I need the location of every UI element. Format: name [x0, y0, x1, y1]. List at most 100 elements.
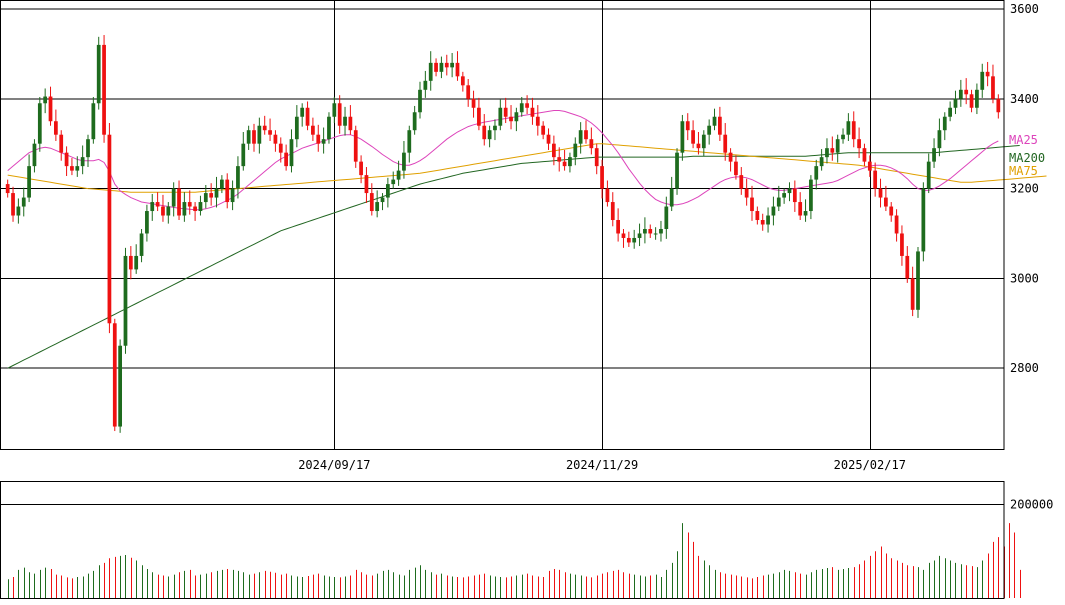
- candle-body: [102, 44, 106, 135]
- candle-body: [257, 125, 262, 144]
- candle-body: [600, 166, 604, 189]
- candle-body: [482, 125, 487, 140]
- candle-body: [562, 161, 567, 167]
- candle-body: [353, 130, 358, 162]
- candle-body: [637, 233, 642, 238]
- candle-body: [857, 139, 861, 149]
- candle-body: [278, 143, 283, 153]
- candle-body: [134, 255, 139, 270]
- candle-body: [262, 125, 267, 131]
- candle-body: [809, 179, 813, 212]
- candle-body: [402, 152, 406, 171]
- candle-body: [701, 134, 706, 149]
- candle-body: [16, 206, 21, 216]
- candle-body: [723, 134, 728, 153]
- candle-body: [953, 98, 958, 108]
- candle-body: [926, 161, 931, 189]
- candle-body: [193, 206, 197, 212]
- candle-body: [964, 89, 969, 95]
- candle-body: [557, 157, 562, 162]
- volume-tick-label: 200000: [1010, 497, 1053, 511]
- candle-body: [460, 76, 465, 86]
- candle-body: [493, 125, 497, 131]
- candle-body: [311, 125, 315, 135]
- candle-body: [155, 202, 160, 207]
- candle-body: [246, 130, 251, 144]
- price-axis-labels: 2800 3000 3200 3400 3600: [1010, 2, 1039, 375]
- candle-body: [653, 233, 658, 235]
- candle-body: [814, 166, 819, 180]
- candle-body: [466, 85, 471, 99]
- candle-body: [177, 188, 181, 216]
- candle-body: [236, 166, 240, 189]
- candle-body: [53, 121, 58, 135]
- candle-body: [771, 206, 776, 216]
- candle-body: [171, 188, 176, 207]
- candle-body: [835, 139, 840, 153]
- candle-body: [203, 193, 208, 203]
- candle-body: [412, 112, 417, 131]
- candle-body: [916, 251, 920, 310]
- candle-body: [691, 130, 695, 144]
- candle-body: [343, 116, 347, 126]
- candle-body: [230, 188, 235, 203]
- candle-body: [11, 193, 15, 216]
- candle-body: [434, 62, 438, 72]
- candle-body: [905, 255, 910, 279]
- candle-body: [21, 197, 26, 207]
- candle-body: [273, 134, 278, 144]
- candle-body: [707, 125, 712, 135]
- candle-body: [182, 202, 187, 216]
- candle-body: [546, 134, 551, 144]
- candle-body: [364, 175, 369, 194]
- candle-body: [755, 211, 760, 221]
- candle-body: [214, 188, 219, 198]
- candle-body: [128, 255, 133, 270]
- candle-body: [996, 98, 1001, 113]
- candle-body: [450, 62, 455, 68]
- price-tick-label: 3000: [1010, 271, 1039, 285]
- candle-body: [80, 157, 85, 167]
- candle-body: [717, 116, 722, 135]
- candle-body: [380, 197, 385, 203]
- candle-body: [584, 130, 588, 140]
- candle-body: [123, 255, 128, 346]
- candle-body: [118, 345, 123, 427]
- candle-body: [991, 76, 995, 99]
- candle-body: [873, 170, 878, 189]
- candle-body: [969, 94, 974, 108]
- candle-body: [198, 202, 203, 212]
- date-tick-label: 2024/09/17: [298, 458, 370, 472]
- candle-body: [161, 206, 165, 216]
- candle-body: [825, 148, 829, 158]
- candle-body: [503, 107, 508, 117]
- candle-body: [862, 148, 867, 162]
- legend-ma75: MA75: [1009, 164, 1038, 178]
- candle-body: [889, 206, 894, 216]
- candle-body: [900, 233, 904, 256]
- candle-body: [605, 188, 610, 203]
- price-panel-frame: [0, 0, 1005, 450]
- candle-body: [396, 170, 401, 180]
- candle-body: [685, 121, 690, 131]
- price-tick-label: 3400: [1010, 92, 1039, 106]
- candle-body: [782, 193, 787, 198]
- candles: [5, 35, 1001, 433]
- volume-panel-frame: [0, 481, 1005, 599]
- candle-body: [734, 161, 738, 176]
- candle-body: [225, 179, 230, 203]
- candle-body: [867, 161, 872, 171]
- candle-body: [632, 237, 637, 243]
- candle-body: [894, 215, 899, 234]
- candle-body: [112, 323, 117, 427]
- candle-body: [883, 197, 888, 207]
- candle-body: [268, 130, 272, 135]
- candle-body: [321, 139, 326, 144]
- price-tick-label: 2800: [1010, 361, 1039, 375]
- candle-body: [659, 228, 663, 234]
- candle-body: [86, 139, 90, 158]
- candle-body: [578, 130, 583, 144]
